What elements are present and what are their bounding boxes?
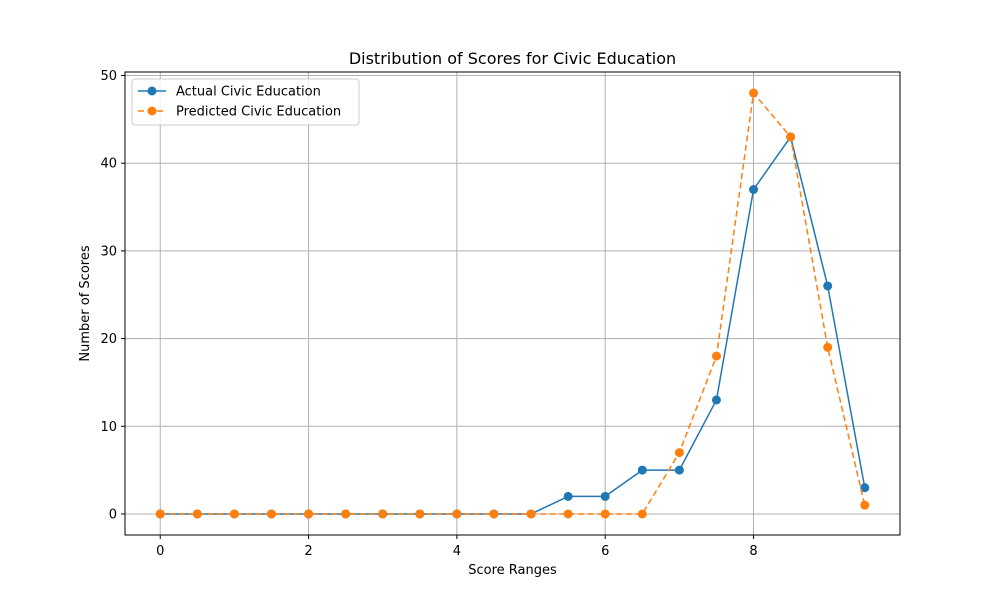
predicted-civic-education-point: [452, 509, 462, 519]
predicted-civic-education-point: [749, 88, 759, 98]
y-axis-label: Number of Scores: [78, 245, 93, 361]
legend-label-predicted-civic-education: Predicted Civic Education: [176, 105, 341, 120]
predicted-civic-education-point: [489, 509, 499, 519]
actual-civic-education-point: [711, 395, 721, 405]
axis-ticks: 0 2 4 6 8 0 10 20 30 40 50: [100, 69, 757, 559]
predicted-civic-education-point: [378, 509, 388, 519]
predicted-civic-education-point: [860, 500, 870, 510]
y-tick-label: 10: [100, 420, 117, 435]
x-tick-label: 8: [749, 544, 757, 559]
legend-label-actual-civic-education: Actual Civic Education: [176, 85, 321, 100]
predicted-civic-education-point: [674, 448, 684, 458]
predicted-civic-education-point: [563, 509, 573, 519]
predicted-civic-education-point: [786, 132, 796, 142]
x-tick-label: 6: [601, 544, 609, 559]
actual-civic-education-point: [823, 281, 833, 291]
chart-title: Distribution of Scores for Civic Educati…: [349, 49, 676, 68]
y-tick-label: 40: [100, 157, 117, 172]
actual-civic-education-point: [749, 185, 759, 195]
plot-area-frame: [124, 71, 901, 536]
x-tick-label: 2: [304, 544, 312, 559]
actual-civic-education-point: [600, 491, 610, 501]
predicted-civic-education-point: [229, 509, 239, 519]
legend-marker-actual-civic-education: [147, 86, 157, 96]
legend-marker-predicted-civic-education: [147, 106, 157, 116]
actual-civic-education-point: [860, 483, 870, 493]
grid: [125, 72, 900, 535]
y-tick-label: 0: [109, 507, 117, 522]
legend: Actual Civic Education Predicted Civic Ed…: [131, 78, 360, 126]
predicted-civic-education-point: [600, 509, 610, 519]
predicted-civic-education-point: [526, 509, 536, 519]
legend-box: [131, 78, 360, 126]
predicted-civic-education-point: [266, 509, 276, 519]
x-tick-label: 4: [453, 544, 461, 559]
x-tick-label: 0: [156, 544, 164, 559]
predicted-civic-education-line: [160, 92, 866, 515]
y-tick-label: 30: [100, 244, 117, 259]
y-tick-label: 20: [100, 332, 117, 347]
predicted-civic-education-point: [155, 509, 165, 519]
y-tick-label: 50: [100, 69, 117, 84]
predicted-civic-education-point: [341, 509, 351, 519]
predicted-civic-education-point: [637, 509, 647, 519]
predicted-civic-education-point: [823, 342, 833, 352]
actual-civic-education-point: [674, 465, 684, 475]
predicted-civic-education-point: [415, 509, 425, 519]
predicted-civic-education-point: [711, 351, 721, 361]
predicted-civic-education-point: [304, 509, 314, 519]
predicted-civic-education-point: [192, 509, 202, 519]
x-axis-label: Score Ranges: [468, 563, 557, 578]
actual-civic-education-point: [563, 491, 573, 501]
plot-series: [155, 88, 870, 519]
actual-civic-education-point: [637, 465, 647, 475]
